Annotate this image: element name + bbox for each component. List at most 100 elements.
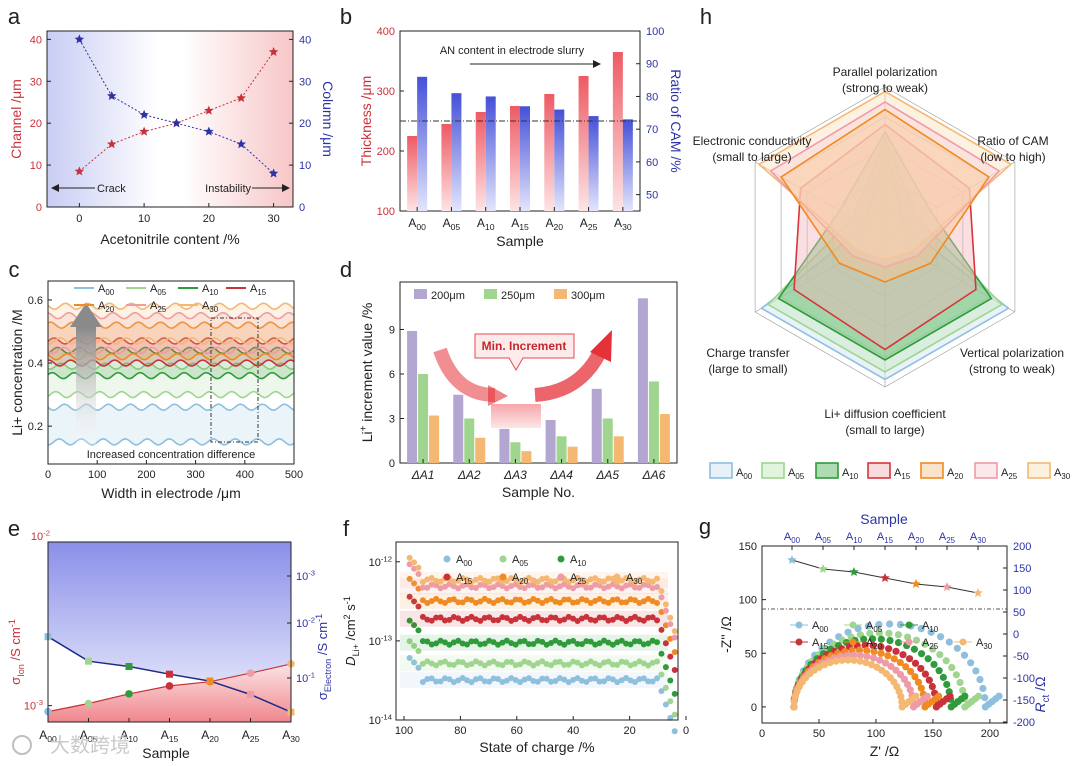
radar-axis-sublabel: (small to large): [712, 150, 791, 164]
watermark-logo: [12, 735, 32, 755]
bar-cam-ratio: [520, 106, 530, 211]
top-tick-label: A15: [877, 531, 894, 545]
impedance-point: [904, 680, 912, 689]
annotation-concentration: Increased concentration difference: [87, 449, 256, 461]
data-point: [623, 675, 630, 682]
data-point: [446, 597, 453, 604]
radar-series-A10: [777, 130, 993, 361]
data-point: [658, 688, 665, 695]
y-tick-label: 3: [389, 413, 395, 425]
impedance-point: [863, 646, 871, 655]
data-point: [468, 661, 475, 668]
data-point: [424, 584, 431, 591]
data-point: [415, 564, 422, 571]
impedance-point: [896, 658, 904, 667]
data-point: [596, 678, 603, 685]
data-point: [433, 678, 440, 685]
impedance-point: [917, 684, 925, 692]
data-point: [543, 617, 550, 624]
data-point: [525, 675, 532, 682]
y-tick-label-right: 0: [299, 202, 305, 214]
y-tick-label-right: 0: [1013, 629, 1019, 641]
data-point: [645, 662, 652, 669]
impedance-point: [877, 643, 885, 651]
x-tick-label: A10: [120, 728, 138, 744]
impedance-point: [976, 675, 984, 684]
data-point-star: [268, 46, 279, 56]
bar-250μm: [418, 373, 429, 463]
x-tick-label: 100: [395, 725, 413, 737]
data-point: [424, 676, 431, 683]
radar-axis-label: Li+ diffusion coefficient: [824, 407, 946, 421]
data-point: [468, 579, 475, 586]
data-point: [552, 614, 559, 621]
y-axis-label-left: -Z'' /Ω: [718, 616, 734, 653]
data-point: [671, 628, 678, 635]
data-point: [631, 660, 638, 667]
y-axis-label: Li+ concentration /M: [9, 309, 25, 435]
data-point: [548, 614, 555, 621]
data-point: [477, 617, 484, 624]
data-point: [472, 584, 479, 591]
y-tick-label: 10-12: [369, 554, 392, 568]
y-tick-label-left: 300: [377, 86, 395, 98]
impedance-point: [911, 659, 920, 667]
legend-label: A15: [812, 637, 829, 651]
data-point: [640, 581, 647, 588]
legend-label: A10: [570, 554, 587, 568]
data-point: [455, 599, 462, 606]
data-point: [592, 675, 599, 682]
impedance-point: [953, 644, 961, 652]
impedance-point: [886, 636, 894, 645]
increase-arrow-head: [590, 330, 612, 362]
data-point: [490, 600, 497, 607]
data-point: [574, 617, 581, 624]
data-point: [583, 638, 590, 645]
radar-series-A15: [793, 123, 977, 351]
y-axis-label-left: Thickness /μm: [358, 76, 374, 167]
x-tick-label: 40: [567, 725, 579, 737]
panel-letter-f: f: [343, 516, 350, 541]
data-point: [556, 599, 563, 606]
x-tick-label: A25: [580, 216, 598, 232]
radar-axis-sublabel: (strong to weak): [842, 81, 928, 95]
impedance-point: [896, 671, 905, 679]
annotation-crack: Crack: [97, 183, 126, 195]
ion-area: [48, 663, 291, 722]
data-point: [508, 599, 515, 606]
electron-point: [166, 670, 173, 678]
x-tick-label: ΔA6: [642, 468, 666, 482]
data-point: [605, 583, 612, 590]
y-tick-label: 0: [389, 458, 395, 470]
data-point: [481, 640, 488, 647]
data-point: [525, 574, 532, 581]
impedance-point: [868, 635, 877, 643]
data-point: [525, 641, 532, 648]
impedance-point: [844, 656, 852, 664]
top-tick-label: A30: [970, 531, 987, 545]
panel-h: h Parallel polarization (strong to weak) Ra…: [693, 4, 1071, 481]
radar-axis-label: Electronic conductivity: [693, 134, 812, 148]
data-point: [455, 637, 462, 644]
data-point: [662, 664, 669, 671]
data-point: [667, 614, 674, 621]
y-axis-label-left: Channel /μm: [8, 79, 24, 159]
impedance-point: [869, 654, 878, 662]
y-tick-label-right: 60: [646, 157, 658, 169]
data-point: [671, 690, 678, 697]
data-point: [481, 614, 488, 621]
data-point: [570, 637, 577, 644]
data-point: [539, 658, 546, 665]
data-point: [609, 641, 616, 648]
legend-label: A05: [866, 620, 883, 634]
data-point: [667, 714, 674, 721]
data-point: [605, 599, 612, 606]
data-point: [411, 580, 418, 587]
panel-letter-e: e: [8, 516, 20, 541]
data-point: [499, 596, 506, 603]
data-point: [645, 614, 652, 621]
increase-arrow: [534, 348, 607, 402]
data-point: [561, 616, 568, 623]
panel-letter-d: d: [340, 257, 352, 282]
data-point: [495, 575, 501, 582]
